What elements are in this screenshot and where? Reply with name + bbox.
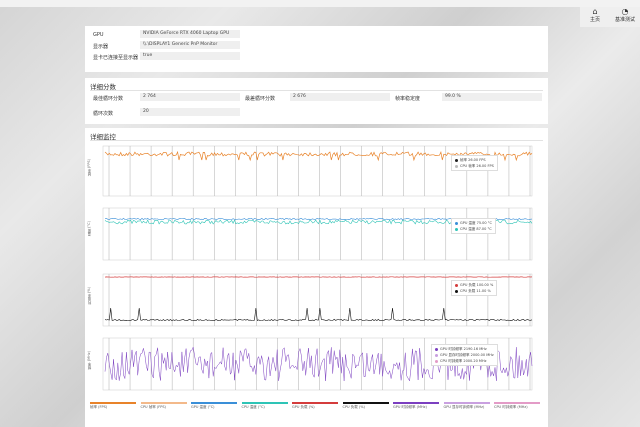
series-legend-label: GPU 时钟频率 (MHz) [393,404,427,409]
series-legend-item[interactable]: CPU 温度 (°C) [241,402,290,410]
series-legend-label: 帧率 (FPS) [90,404,108,409]
top-bar [0,0,640,7]
top-nav: ⌂ 主页 ◔ 基准测试 [580,7,640,27]
series-legend-item[interactable]: CPU 帧率 (FPS) [140,402,189,410]
fps-trace [104,150,533,162]
legend-dot [455,227,458,231]
series-legend-label: CPU 温度 (°C) [241,404,265,409]
best-loop-label: 最佳循环分数 [93,96,124,102]
plot1-svg [102,207,533,261]
scores-card: 详细分数 最佳循环分数 2 764 最差循环分数 2 676 帧率稳定度 99.… [85,78,548,124]
plot0-svg [102,145,533,197]
series-color-bar [241,402,288,404]
legend-dot [435,347,438,351]
clock-legend: GPU 时钟频率 2190.16 MHz GPU 显存时钟频率 2000.00 … [431,344,498,366]
series-legend-item[interactable]: 帧率 (FPS) [90,402,138,410]
series-color-bar [443,402,490,404]
fps-legend: 帧率 26.00 FPS CPU 帧率 26.00 FPS [451,155,498,171]
legend-entry: GPU 时钟频率 2190.16 MHz [435,346,494,352]
divider [90,140,543,141]
legend-entry: GPU 负载 100.00 % [455,282,493,288]
legend-entry: CPU 负载 11.00 % [455,288,493,294]
home-button[interactable]: ⌂ 主页 [580,7,610,24]
series-legend-item[interactable]: GPU 显存时钟频率 (MHz) [443,402,492,410]
series-legend-item[interactable]: GPU 温度 (°C) [191,402,239,410]
monitor-card: 详细监控 帧率 (FPS) 温度 (°C) 利用率 (%) 频率 (MHz) 帧… [85,128,548,427]
monitor-title: 详细监控 [90,133,116,141]
series-color-bar [191,402,237,404]
series-color-bar [292,402,338,404]
stability-value: 99.0 % [442,93,542,101]
series-legend-label: GPU 负载 (%) [292,404,315,409]
plot-frame [102,207,533,261]
legend-entry: CPU 温度 87.00 °C [455,226,492,232]
divider [90,90,543,91]
series-color-bar [342,402,389,404]
home-label: 主页 [589,17,600,23]
fps-plot: 帧率 (FPS) [87,144,538,204]
legend-dot [455,158,458,162]
series-legend-item[interactable]: CPU 负载 (%) [342,402,391,410]
series-legend-label: CPU 时钟频率 (MHz) [494,404,528,409]
stability-label: 帧率稳定度 [395,96,421,102]
benchmark-label: 基准测试 [614,17,635,23]
system-info-card: GPU NVIDIA GeForce RTX 4060 Laptop GPU 显… [85,26,548,72]
worst-loop-label: 最差循环分数 [245,96,276,102]
legend-entry: GPU 温度 75.00 °C [455,220,492,226]
gauge-icon: ◔ [621,7,629,16]
legend-dot [435,353,438,357]
series-color-bar [494,402,540,404]
legend-dot [435,359,438,363]
load-ylabel: 利用率 (%) [87,287,91,305]
benchmark-button[interactable]: ◔ 基准测试 [610,7,640,24]
series-color-bar [140,402,187,404]
fps-ylabel: 帧率 (FPS) [87,159,91,177]
home-icon: ⌂ [592,7,598,16]
gpu-label: GPU [93,32,104,38]
gpu-clock-trace [104,346,533,382]
series-legend-item[interactable]: GPU 时钟频率 (MHz) [393,402,441,410]
series-legend-label: CPU 帧率 (FPS) [140,404,166,409]
series-legend-label: GPU 温度 (°C) [191,404,215,409]
temp-legend: GPU 温度 75.00 °C CPU 温度 87.00 °C [451,218,496,234]
legend-entry: 帧率 26.00 FPS [455,157,494,163]
legend-dot [455,221,458,225]
legend-entry: CPU 帧率 26.00 FPS [455,163,494,169]
load-legend: GPU 负载 100.00 % CPU 负载 11.00 % [451,280,498,296]
series-color-bar [393,402,439,404]
connected-label: 显卡已连接至显示器 [93,55,139,61]
clock-ylabel: 频率 (MHz) [87,351,91,370]
series-legend-label: GPU 显存时钟频率 (MHz) [443,404,485,409]
best-loop-value: 2 764 [140,93,240,101]
plot-frame [102,145,533,197]
scores-title: 详细分数 [90,83,116,91]
cpu-load-trace [104,307,533,322]
series-legend-label: CPU 负载 (%) [342,404,365,409]
temperature-plot: 温度 (°C) [87,206,538,268]
gpu-value: NVIDIA GeForce RTX 4060 Laptop GPU [140,30,240,38]
temp-ylabel: 温度 (°C) [87,221,91,237]
series-legend-item[interactable]: GPU 负载 (%) [292,402,340,410]
series-legend-item[interactable]: CPU 时钟频率 (MHz) [494,402,542,410]
legend-entry: GPU 显存时钟频率 2000.00 MHz [435,352,494,358]
series-color-bar [90,402,136,404]
legend-entry: CPU 时钟频率 2000.20 MHz [435,358,494,364]
legend-dot [455,289,458,293]
connected-value: true [140,52,240,60]
worst-loop-value: 2 676 [290,93,390,101]
legend-dot [455,164,458,168]
series-legend: 帧率 (FPS) CPU 帧率 (FPS) GPU 温度 (°C) CPU 温度 (°… [90,402,545,414]
loop-count-value: 20 [140,108,240,116]
display-label: 显示器 [93,44,109,50]
loop-count-label: 循环次数 [93,111,114,117]
display-value: \\.\DISPLAY1 Generic PnP Monitor [140,41,240,49]
legend-dot [455,283,458,287]
